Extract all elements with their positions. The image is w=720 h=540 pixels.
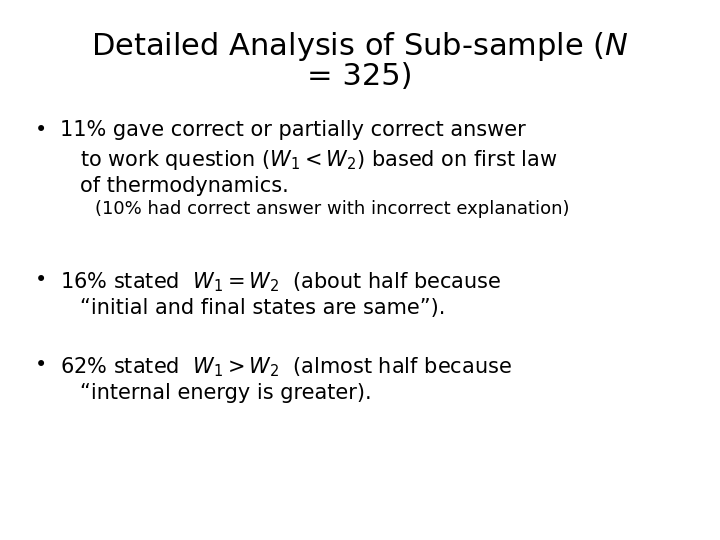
Text: = 325): = 325) bbox=[307, 62, 413, 91]
Text: •: • bbox=[35, 270, 48, 290]
Text: (10% had correct answer with incorrect explanation): (10% had correct answer with incorrect e… bbox=[95, 200, 570, 218]
Text: to work question ($W_1 < W_2$) based on first law: to work question ($W_1 < W_2$) based on … bbox=[80, 148, 558, 172]
Text: of thermodynamics.: of thermodynamics. bbox=[80, 176, 289, 196]
Text: 16% stated  $W_1 = W_2$  (about half because: 16% stated $W_1 = W_2$ (about half becau… bbox=[60, 270, 501, 294]
Text: •: • bbox=[35, 120, 48, 140]
Text: Detailed Analysis of Sub-sample ($\mathit{N}$: Detailed Analysis of Sub-sample ($\mathi… bbox=[91, 30, 629, 63]
Text: “internal energy is greater).: “internal energy is greater). bbox=[80, 383, 372, 403]
Text: •: • bbox=[35, 355, 48, 375]
Text: 62% stated  $W_1 > W_2$  (almost half because: 62% stated $W_1 > W_2$ (almost half beca… bbox=[60, 355, 512, 379]
Text: “initial and final states are same”).: “initial and final states are same”). bbox=[80, 298, 446, 318]
Text: 11% gave correct or partially correct answer: 11% gave correct or partially correct an… bbox=[60, 120, 526, 140]
